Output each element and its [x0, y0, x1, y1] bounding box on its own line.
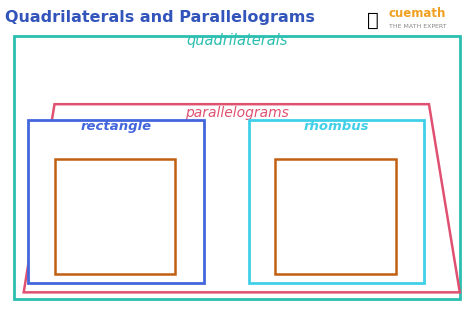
Text: THE MATH EXPERT: THE MATH EXPERT [389, 24, 446, 29]
Text: rectangle: rectangle [81, 120, 152, 133]
Text: Quadrilaterals and Parallelograms: Quadrilaterals and Parallelograms [5, 10, 315, 25]
Bar [55, 159, 175, 274]
Text: 🚀: 🚀 [367, 11, 379, 30]
Text: rhombus: rhombus [304, 120, 369, 133]
Bar [28, 120, 204, 283]
Bar [249, 120, 424, 283]
Text: cuemath: cuemath [389, 7, 446, 21]
Text: square: square [311, 210, 362, 223]
Text: square: square [91, 210, 142, 223]
Text: quadrilaterals: quadrilaterals [186, 33, 288, 48]
Bar [14, 36, 460, 299]
Bar [275, 159, 396, 274]
Text: parallelograms: parallelograms [185, 106, 289, 120]
